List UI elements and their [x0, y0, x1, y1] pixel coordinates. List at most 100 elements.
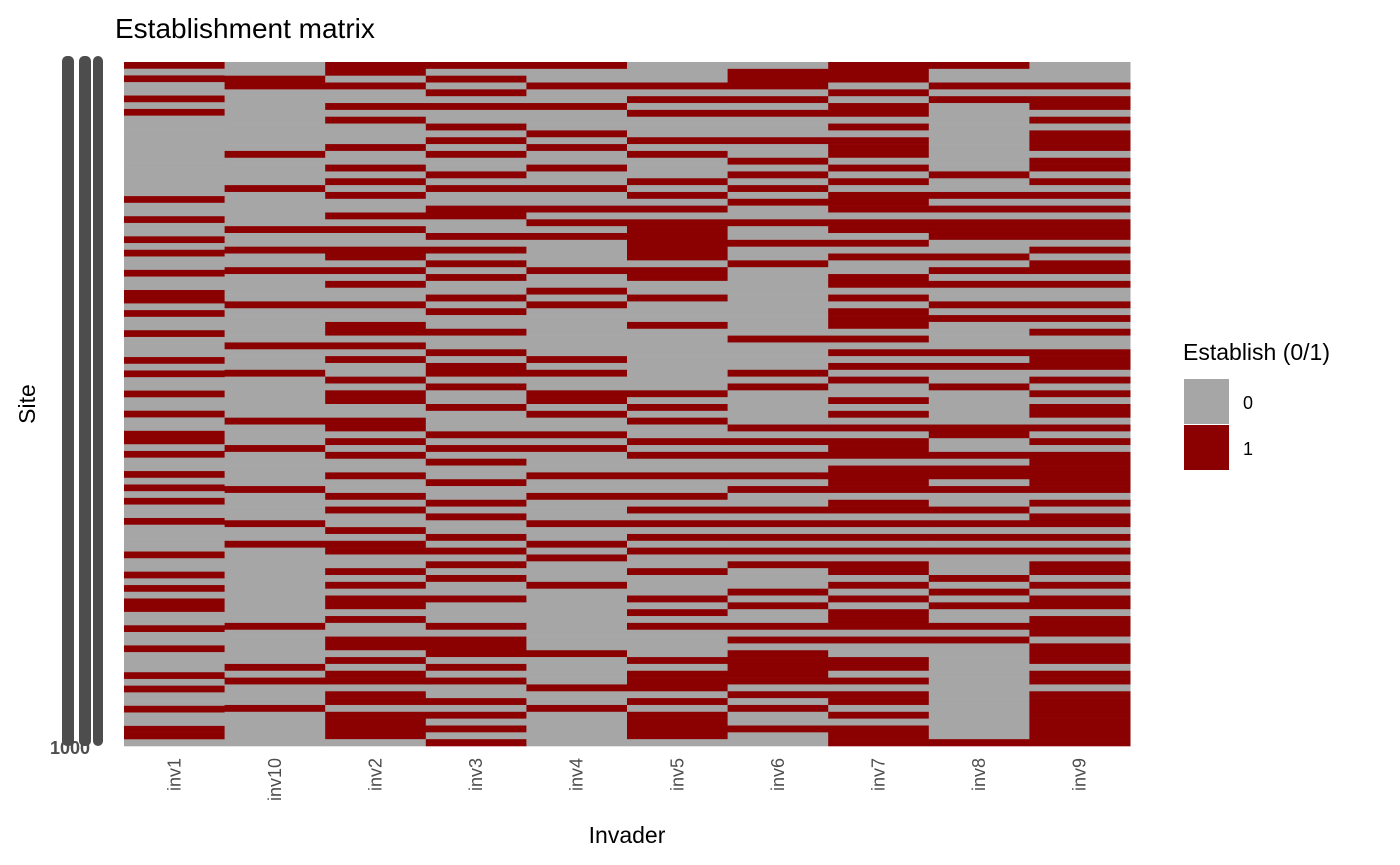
heatmap-cell-inv5-91: [627, 677, 729, 685]
heatmap-cell-inv1-25: [124, 222, 226, 230]
heatmap-cell-inv9-98: [1029, 725, 1131, 733]
heatmap-cell-inv2-45: [325, 362, 427, 371]
heatmap-cell-inv1-91: [124, 665, 226, 673]
heatmap-cell-inv1-40: [124, 323, 226, 331]
heatmap-cell-inv1-12: [124, 135, 226, 143]
heatmap-cell-inv8-33: [928, 280, 1030, 289]
heatmap-cell-inv6-23: [727, 212, 829, 220]
heatmap-cell-inv1-56: [124, 430, 226, 438]
heatmap-cell-inv10-42: [224, 342, 326, 350]
heatmap-cell-inv1-69: [124, 518, 226, 526]
heatmap-cell-inv9-74: [1029, 561, 1131, 569]
heatmap-cell-inv1-49: [124, 383, 226, 391]
heatmap-cell-inv8-22: [928, 205, 1030, 213]
heatmap-cell-inv5-42: [627, 342, 729, 350]
heatmap-cell-inv1-94: [124, 685, 226, 693]
heatmap-cell-inv4-29: [526, 253, 628, 261]
heatmap-cell-inv3-48: [425, 383, 527, 391]
heatmap-cell-inv6-78: [727, 588, 829, 596]
heatmap-cell-inv3-24: [425, 219, 527, 227]
heatmap-cell-inv6-98: [727, 725, 829, 733]
heatmap-cell-inv3-41: [425, 335, 527, 343]
heatmap-cell-inv5-26: [627, 233, 729, 241]
heatmap-cell-inv4-66: [526, 506, 628, 514]
legend-title: Establish (0/1): [1183, 339, 1330, 365]
heatmap-cell-inv5-99: [627, 732, 729, 740]
heatmap-cell-inv10-67: [224, 513, 326, 521]
heatmap-cell-inv10-29: [224, 253, 326, 261]
heatmap-cell-inv2-100: [325, 739, 427, 747]
heatmap-cell-inv6-16: [727, 164, 829, 172]
heatmap-cell-inv8-96: [928, 711, 1030, 719]
heatmap-cell-inv10-72: [224, 547, 326, 555]
heatmap-cell-inv4-14: [526, 150, 628, 159]
heatmap-cell-inv1-64: [124, 484, 226, 492]
heatmap-cell-inv5-49: [627, 390, 729, 398]
heatmap-cell-inv3-45: [425, 362, 527, 371]
heatmap-cell-inv7-51: [828, 404, 930, 412]
heatmap-cell-inv5-97: [627, 718, 729, 726]
heatmap-cell-inv4-57: [526, 445, 628, 453]
heatmap-cell-inv5-80: [627, 602, 729, 610]
heatmap-cell-inv3-25: [425, 226, 527, 234]
heatmap-cell-inv1-11: [124, 129, 226, 137]
heatmap-cell-inv5-71: [627, 540, 729, 548]
heatmap-cell-inv3-78: [425, 588, 527, 596]
heatmap-cell-inv9-41: [1029, 335, 1131, 343]
heatmap-cell-inv1-96: [124, 699, 226, 707]
heatmap-cell-inv6-8: [727, 109, 829, 118]
heatmap-cell-inv10-16: [224, 164, 326, 172]
heatmap-cell-inv8-13: [928, 144, 1030, 152]
heatmap-cell-inv10-99: [224, 732, 326, 740]
heatmap-cell-inv5-22: [627, 205, 729, 213]
heatmap-cell-inv3-55: [425, 431, 527, 439]
heatmap-cell-inv1-34: [124, 283, 226, 291]
heatmap-cell-inv5-30: [627, 260, 729, 268]
heatmap-cell-inv5-11: [627, 130, 729, 138]
heatmap-cell-inv6-84: [727, 629, 829, 637]
heatmap-cell-inv6-5: [727, 89, 829, 97]
heatmap-cell-inv1-87: [124, 638, 226, 646]
heatmap-cell-inv7-54: [828, 424, 930, 432]
heatmap-cell-inv8-56: [928, 438, 1030, 446]
heatmap-cell-inv10-17: [224, 171, 326, 179]
heatmap-cell-inv2-61: [325, 472, 427, 480]
heatmap-cells: [124, 62, 1131, 747]
heatmap-cell-inv8-90: [928, 670, 1030, 678]
heatmap-cell-inv4-83: [526, 622, 628, 631]
heatmap-cell-inv1-75: [124, 558, 226, 566]
heatmap-cell-inv5-67: [627, 513, 729, 521]
heatmap-cell-inv7-2: [828, 68, 930, 76]
heatmap-cell-inv9-39: [1029, 321, 1131, 330]
heatmap-cell-inv6-59: [727, 458, 829, 466]
heatmap-cell-inv2-60: [325, 465, 427, 473]
heatmap-cell-inv9-90: [1029, 670, 1131, 678]
heatmap-cell-inv1-5: [124, 88, 226, 96]
heatmap-cell-inv5-23: [627, 212, 729, 220]
heatmap-cell-inv5-9: [627, 116, 729, 124]
heatmap-cell-inv9-76: [1029, 575, 1131, 583]
heatmap-cell-inv5-5: [627, 89, 729, 97]
heatmap-cell-inv7-76: [828, 575, 930, 583]
heatmap-cell-inv2-48: [325, 383, 427, 391]
heatmap-cell-inv8-20: [928, 191, 1030, 200]
heatmap-cell-inv7-23: [828, 212, 930, 220]
heatmap-cell-inv10-86: [224, 643, 326, 651]
heatmap-cell-inv7-100: [828, 739, 930, 747]
heatmap-cell-inv3-7: [425, 103, 527, 111]
heatmap-cell-inv1-65: [124, 491, 226, 499]
heatmap-cell-inv3-61: [425, 472, 527, 480]
heatmap-cell-inv10-75: [224, 568, 326, 576]
heatmap-cell-inv9-38: [1029, 315, 1131, 323]
heatmap-cell-inv3-2: [425, 68, 527, 76]
heatmap-cell-inv9-13: [1029, 144, 1131, 152]
heatmap-cell-inv8-8: [928, 109, 1030, 118]
heatmap-cell-inv8-81: [928, 609, 1030, 617]
heatmap-cell-inv2-72: [325, 547, 427, 555]
heatmap-cell-inv1-52: [124, 404, 226, 412]
heatmap-cell-inv8-85: [928, 636, 1030, 644]
heatmap-cell-inv8-39: [928, 321, 1030, 330]
heatmap-cell-inv7-12: [828, 137, 930, 145]
heatmap-cell-inv8-61: [928, 472, 1030, 480]
heatmap-cell-inv7-72: [828, 547, 930, 555]
